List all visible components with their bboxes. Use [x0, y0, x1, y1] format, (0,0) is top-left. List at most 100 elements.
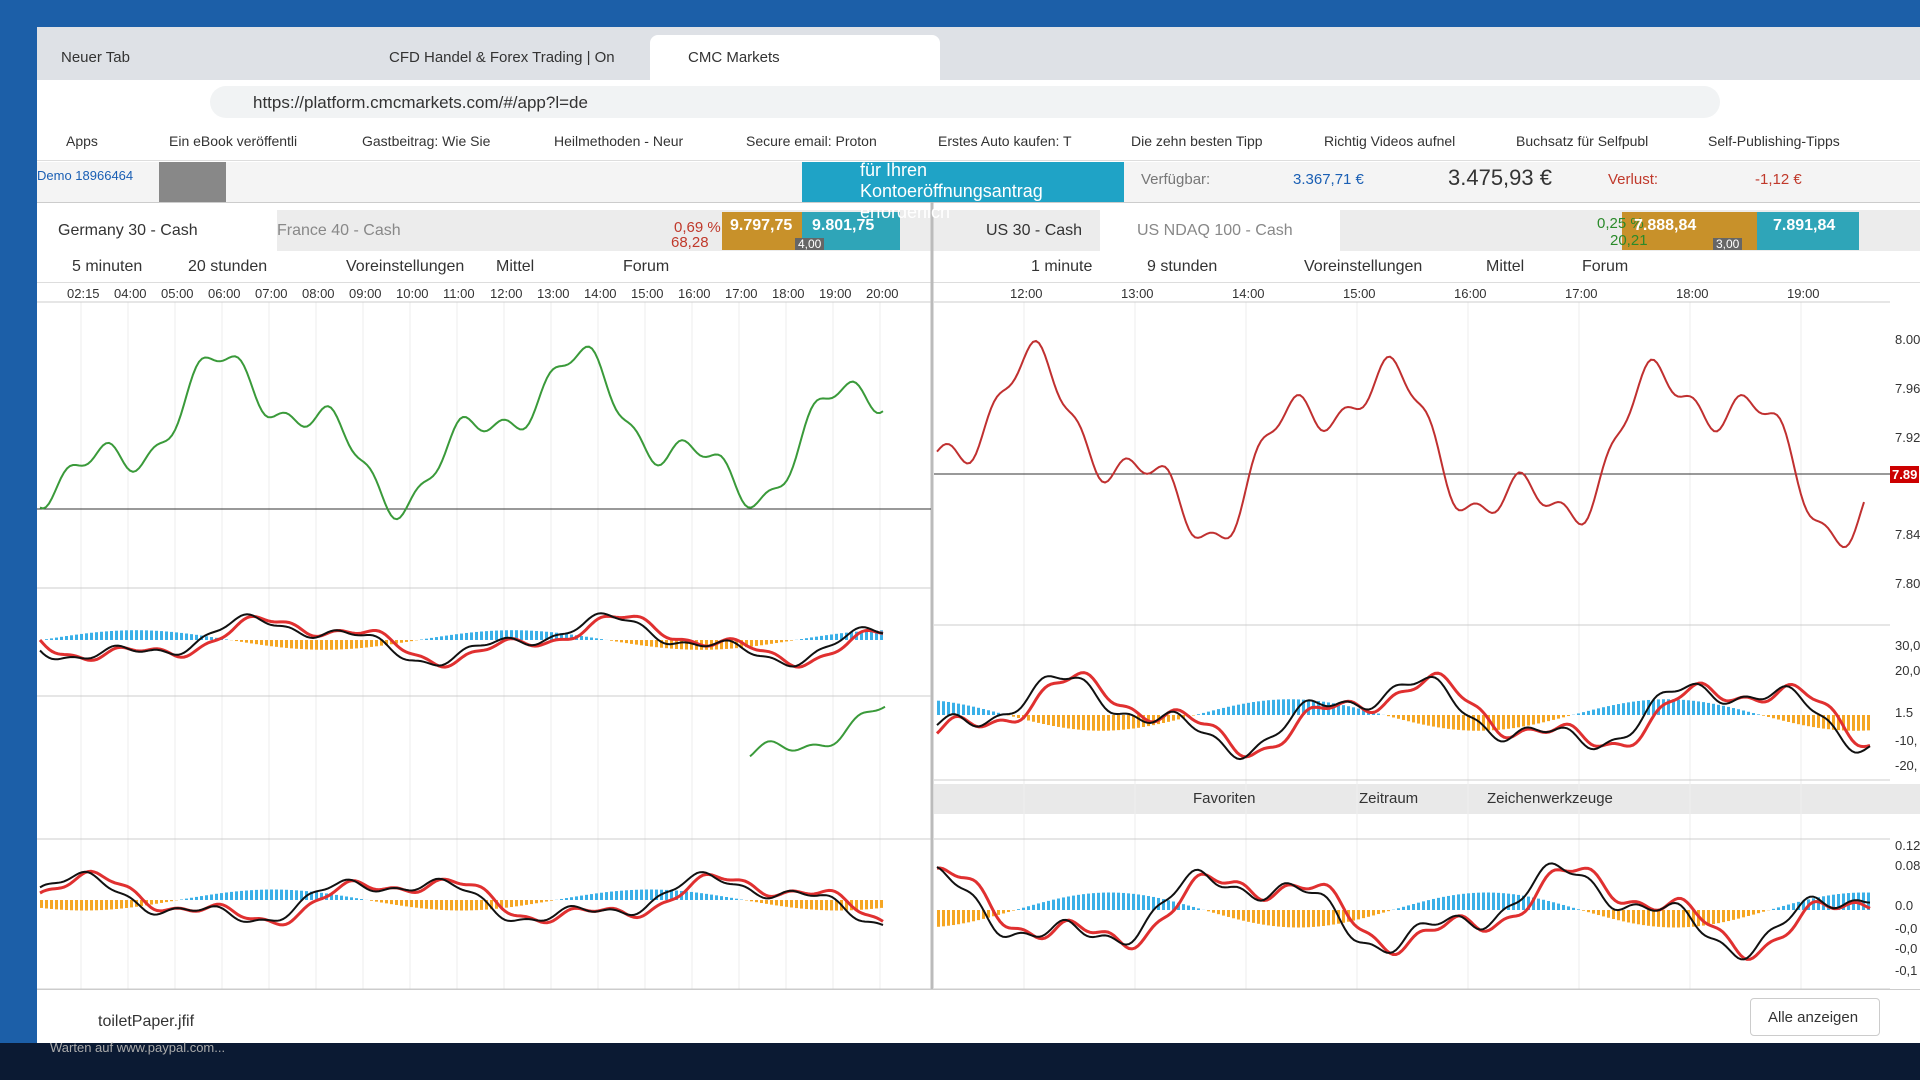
macd-line	[936, 862, 1871, 961]
bookmark[interactable]: Secure email: Proton	[746, 133, 877, 149]
toolbar-item[interactable]: 5 minuten	[72, 258, 143, 275]
browser-tab[interactable]: CFD Handel & Forex Trading | On	[389, 49, 615, 66]
bookmark[interactable]: Die zehn besten Tipp	[1131, 133, 1263, 149]
histogram-bar	[505, 900, 508, 908]
buy-price[interactable]: 7.891,84	[1773, 217, 1836, 234]
label: Kontoeröffnungsantrag	[860, 181, 1043, 201]
buy-box[interactable]	[1757, 212, 1859, 250]
histogram-bar	[937, 910, 940, 927]
histogram-bar	[1687, 700, 1690, 715]
histogram-bar	[1442, 896, 1445, 910]
sell-box[interactable]	[722, 212, 802, 250]
bookmark[interactable]: Ein eBook veröffentli	[169, 133, 298, 149]
buy-price[interactable]: 9.801,75	[812, 217, 875, 234]
instrument-tab[interactable]: US 30 - Cash	[986, 222, 1083, 239]
histogram-bar	[1007, 910, 1010, 913]
histogram-bar	[1592, 709, 1595, 715]
toolbar-item[interactable]: Voreinstellungen	[1304, 258, 1423, 275]
url[interactable]: https://platform.cmcmarkets.com/#/app?l=…	[253, 93, 588, 112]
histogram-bar	[645, 889, 648, 900]
histogram-bar	[1832, 715, 1835, 730]
histogram-bar	[1037, 715, 1040, 723]
histogram-bar	[1607, 910, 1610, 918]
histogram-bar	[510, 900, 513, 908]
bookmark[interactable]: Heilmethoden - Neur	[554, 133, 684, 149]
histogram-bar	[1062, 897, 1065, 910]
instrument-tab[interactable]: France 40 - Cash	[277, 222, 401, 239]
histogram-bar	[1072, 895, 1075, 910]
histogram-bar	[1012, 715, 1015, 717]
browser-tab[interactable]: CMC Markets	[688, 49, 780, 66]
histogram-bar	[395, 900, 398, 905]
banner[interactable]	[802, 162, 1124, 202]
search-button[interactable]	[159, 162, 226, 202]
sell-price[interactable]: 9.797,75	[730, 217, 793, 234]
histogram-bar	[1057, 898, 1060, 910]
histogram-bar	[1802, 900, 1805, 910]
toolbar-item[interactable]: Forum	[623, 258, 670, 275]
histogram-bar	[45, 900, 48, 909]
chart-toolbar	[37, 251, 1920, 283]
toolbar-item[interactable]: 20 stunden	[188, 258, 268, 275]
histogram-bar	[405, 900, 408, 907]
histogram-bar	[385, 640, 388, 645]
toolbar-item[interactable]: Zeichenwerkzeuge	[1487, 790, 1613, 807]
active-tab[interactable]	[650, 35, 940, 80]
histogram-bar	[565, 633, 568, 640]
histogram-bar	[1492, 892, 1495, 910]
toolbar-item[interactable]: Favoriten	[1193, 790, 1256, 807]
active-panel-tab[interactable]	[37, 210, 277, 251]
histogram-bar	[660, 640, 663, 648]
histogram-bar	[165, 631, 168, 640]
bookmark[interactable]: Erstes Auto kaufen: T	[938, 133, 1072, 149]
show-all-button[interactable]	[1750, 998, 1880, 1036]
toolbar-item[interactable]: Mittel	[496, 258, 535, 275]
download-item[interactable]: toiletPaper.jfif	[98, 1013, 195, 1030]
histogram-bar	[1292, 699, 1295, 715]
toolbar-item[interactable]: Mittel	[1486, 258, 1525, 275]
macd-line	[936, 675, 1871, 761]
toolbar-item[interactable]: Voreinstellungen	[346, 258, 465, 275]
histogram-bar	[650, 889, 653, 900]
label: -0,1	[1895, 963, 1918, 978]
histogram-bar	[1487, 715, 1490, 731]
toolbar-item[interactable]: Forum	[1582, 258, 1629, 275]
active-panel-tab[interactable]	[1100, 210, 1340, 251]
time-label: 14:00	[1232, 286, 1265, 301]
time-label: 20:00	[866, 286, 899, 301]
histogram-bar	[590, 637, 593, 640]
histogram-bar	[1397, 908, 1400, 910]
histogram-bar	[835, 900, 838, 911]
address-bar[interactable]	[210, 86, 1720, 118]
instrument-tab[interactable]: US NDAQ 100 - Cash	[1137, 222, 1293, 239]
bookmark[interactable]: Self-Publishing-Tipps	[1708, 133, 1840, 149]
histogram-bar	[500, 900, 503, 909]
histogram-bar	[1522, 715, 1525, 727]
histogram-bar	[295, 640, 298, 649]
histogram-bar	[1322, 910, 1325, 926]
histogram-bar	[875, 900, 878, 909]
histogram-bar	[1757, 714, 1760, 715]
histogram-bar	[1612, 705, 1615, 715]
histogram-bar	[1267, 700, 1270, 715]
instrument-tab[interactable]: Germany 30 - Cash	[58, 222, 198, 239]
browser-tab[interactable]: Neuer Tab	[61, 49, 130, 66]
histogram-bar	[1297, 910, 1300, 928]
show-all[interactable]: Alle anzeigen	[1768, 1009, 1859, 1026]
bookmark[interactable]: Apps	[66, 133, 98, 149]
histogram-bar	[1262, 910, 1265, 925]
histogram-bar	[640, 640, 643, 646]
histogram-bar	[1302, 699, 1305, 715]
bookmark[interactable]: Richtig Videos aufnel	[1324, 133, 1456, 149]
sell-price[interactable]: 7.888,84	[1634, 217, 1697, 234]
histogram-bar	[1017, 715, 1020, 719]
histogram-bar	[1717, 910, 1720, 924]
bookmark[interactable]: Buchsatz für Selfpubl	[1516, 133, 1649, 149]
histogram-bar	[1162, 715, 1165, 724]
toolbar-item[interactable]: 1 minute	[1031, 258, 1093, 275]
toolbar-item[interactable]: 9 stunden	[1147, 258, 1218, 275]
histogram-bar	[1292, 910, 1295, 928]
toolbar-item[interactable]: Zeitraum	[1359, 790, 1419, 807]
label: 0.12	[1895, 838, 1920, 853]
bookmark[interactable]: Gastbeitrag: Wie Sie	[362, 133, 491, 149]
